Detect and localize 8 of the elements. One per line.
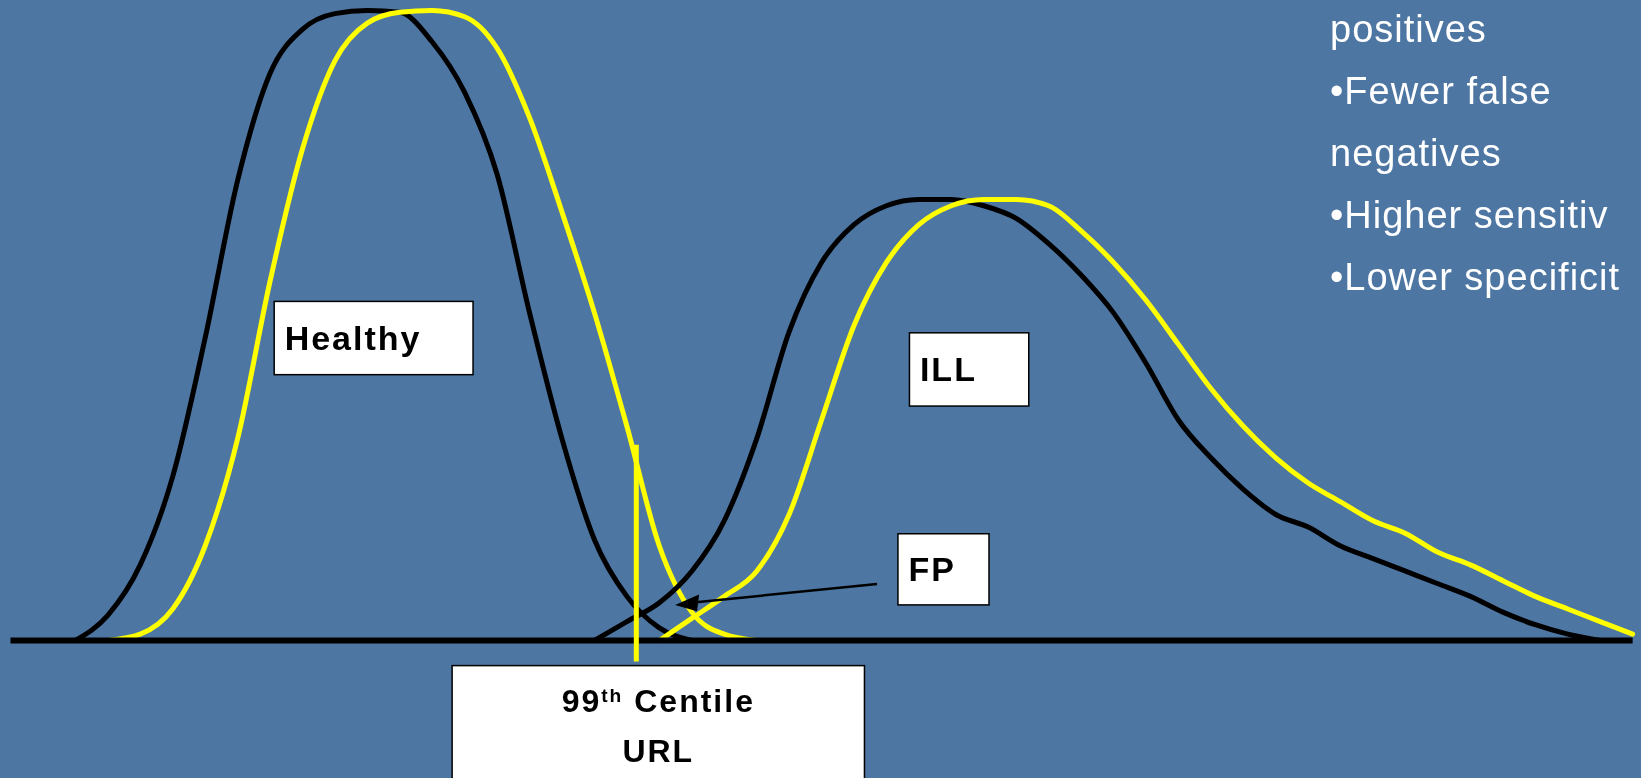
annotation: •Higher sensitiv [1330, 194, 1609, 236]
annotation: Healthy [284, 319, 422, 358]
annotation: ILL [919, 350, 977, 389]
annotation: positives [1330, 8, 1487, 50]
annotation: FP [908, 550, 956, 589]
text: 99$^{th}$ Centile URL [561, 682, 755, 769]
annotation: •Lower specificit [1330, 256, 1621, 298]
annotation: •Fewer false negatives [1330, 70, 1552, 174]
